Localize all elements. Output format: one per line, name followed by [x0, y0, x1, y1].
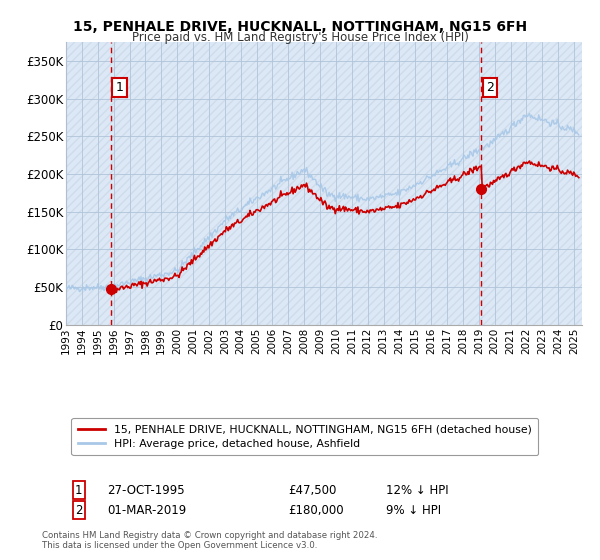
Text: Price paid vs. HM Land Registry's House Price Index (HPI): Price paid vs. HM Land Registry's House …: [131, 31, 469, 44]
Legend: 15, PENHALE DRIVE, HUCKNALL, NOTTINGHAM, NG15 6FH (detached house), HPI: Average: 15, PENHALE DRIVE, HUCKNALL, NOTTINGHAM,…: [71, 418, 538, 455]
Text: 27-OCT-1995: 27-OCT-1995: [107, 484, 185, 497]
Text: 1: 1: [75, 484, 83, 497]
Text: £180,000: £180,000: [288, 503, 344, 516]
Text: £47,500: £47,500: [288, 484, 336, 497]
Text: 2: 2: [486, 81, 494, 94]
Text: 2: 2: [75, 503, 83, 516]
Text: 9% ↓ HPI: 9% ↓ HPI: [386, 503, 441, 516]
Text: 15, PENHALE DRIVE, HUCKNALL, NOTTINGHAM, NG15 6FH: 15, PENHALE DRIVE, HUCKNALL, NOTTINGHAM,…: [73, 20, 527, 34]
Text: 1: 1: [116, 81, 124, 94]
Text: 12% ↓ HPI: 12% ↓ HPI: [386, 484, 449, 497]
Text: Contains HM Land Registry data © Crown copyright and database right 2024.
This d: Contains HM Land Registry data © Crown c…: [42, 530, 377, 550]
Text: 01-MAR-2019: 01-MAR-2019: [107, 503, 187, 516]
